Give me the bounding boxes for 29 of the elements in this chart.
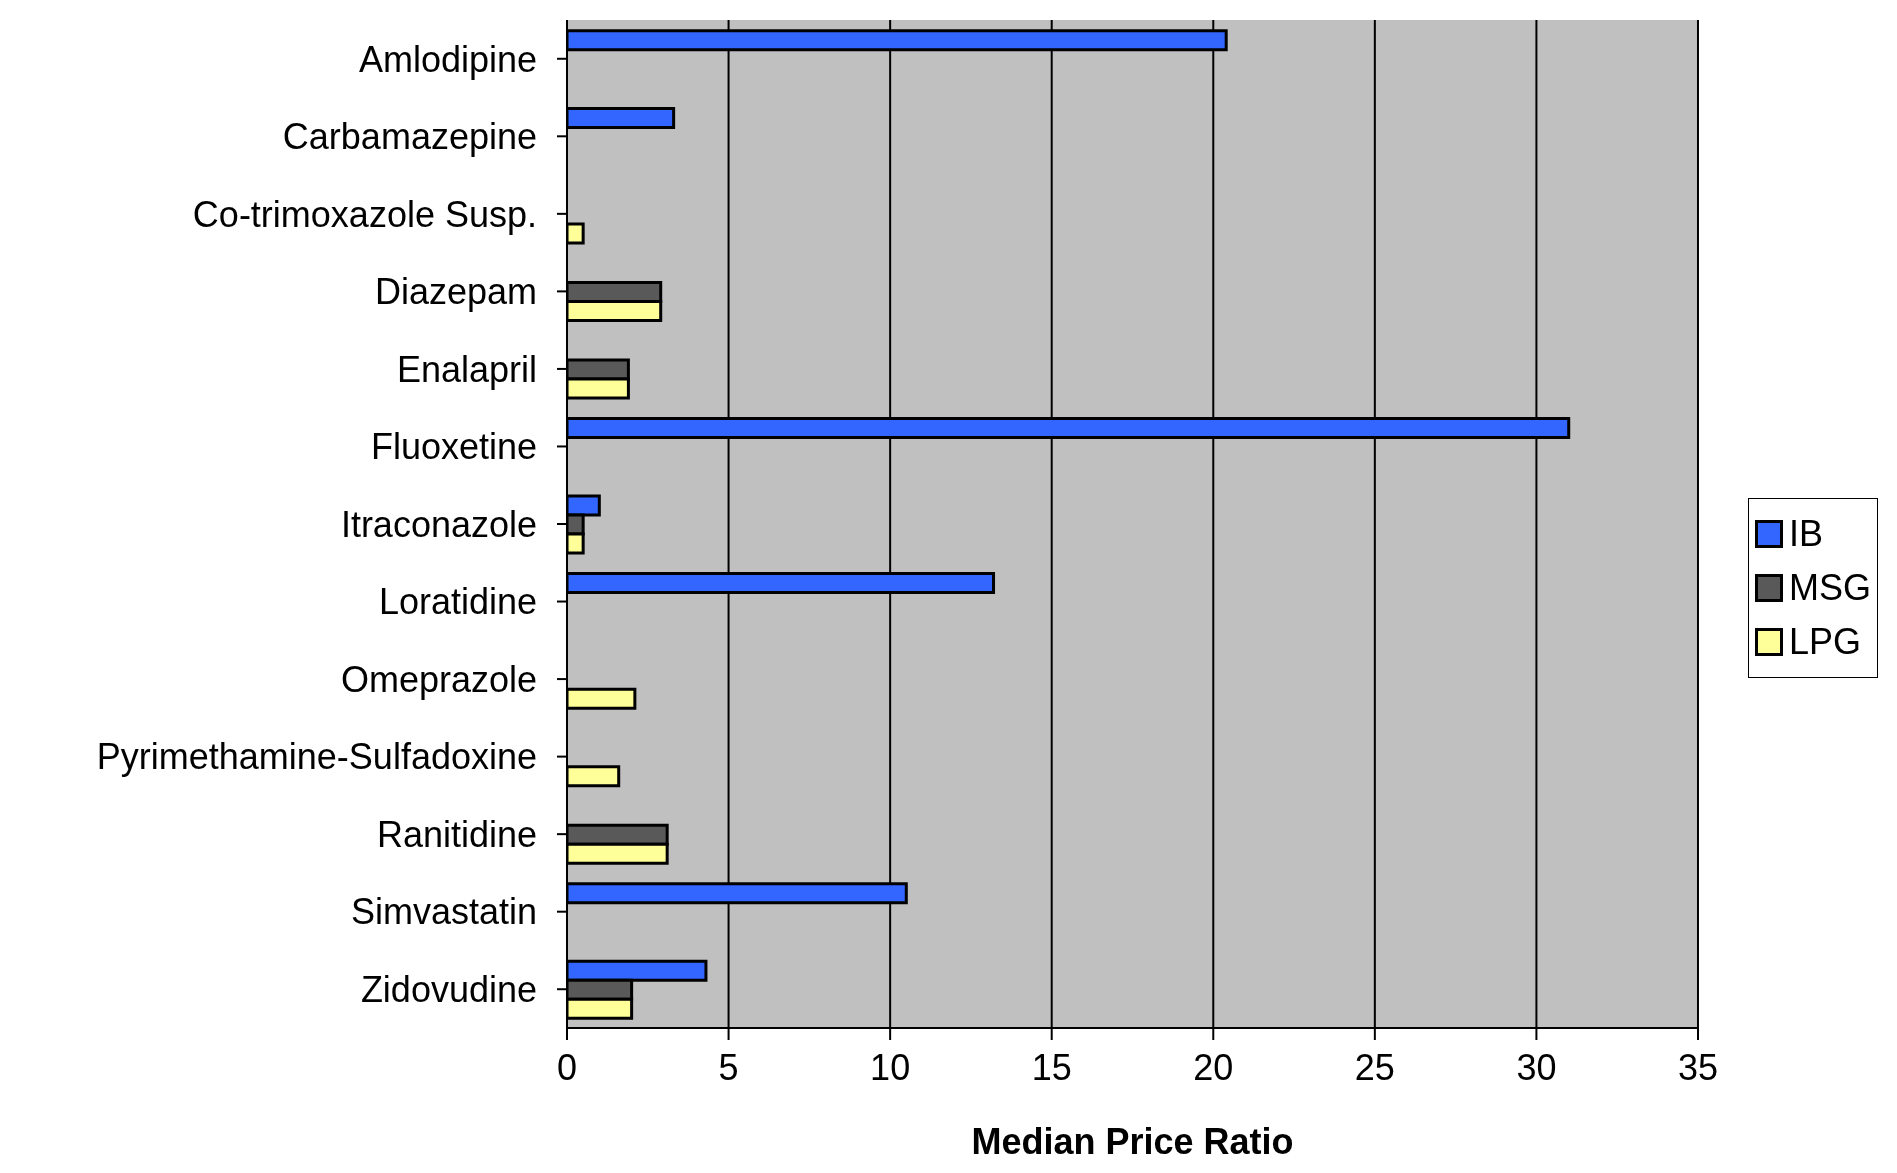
y-tick-label: Ranitidine [376,813,537,855]
x-tick-label: 5 [718,1046,739,1088]
legend-label: MSG [1788,567,1871,609]
y-tick-label: Carbamazepine [282,116,537,158]
y-tick-label: Fluoxetine [370,426,537,468]
y-tick-label: Loratidine [378,581,537,623]
bar [567,222,585,245]
y-tick-label: Simvastatin [350,891,537,933]
x-tick-label: 30 [1516,1046,1557,1088]
y-tick-label: Enalapril [396,348,537,390]
x-tick-label: 20 [1193,1046,1234,1088]
y-tick-label: Diazepam [374,271,537,313]
y-tick-label: Zidovudine [360,969,537,1011]
bar [567,106,676,129]
bar [567,687,637,710]
x-axis-title: Median Price Ratio [971,1121,1294,1162]
y-tick-label: Itraconazole [340,503,537,545]
legend-label: LPG [1788,621,1862,663]
y-tick-label: Omeprazole [340,658,537,700]
x-tick-label: 0 [556,1046,578,1088]
y-tick-label: Co-trimoxazole Susp. [192,193,537,235]
x-tick-label: 10 [870,1046,911,1088]
y-tick-label: Pyrimethamine-Sulfadoxine [96,736,537,778]
x-tick-label: 25 [1354,1046,1395,1088]
y-tick-label: Amlodipine [358,38,537,80]
x-tick-label: 15 [1031,1046,1072,1088]
bar [567,765,621,788]
legend-label: IB [1788,513,1823,555]
x-tick-label: 35 [1677,1046,1719,1088]
